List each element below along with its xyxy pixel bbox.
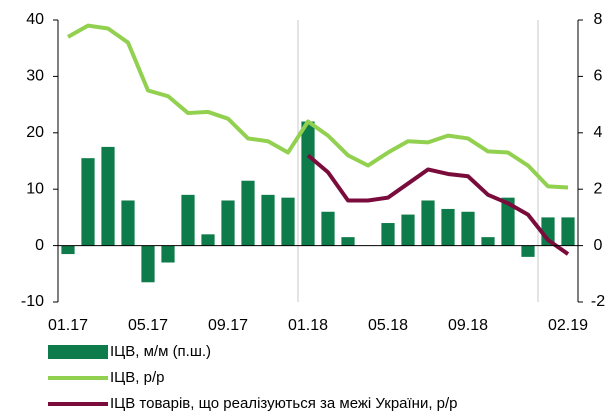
line <box>306 153 570 256</box>
bar <box>221 200 235 246</box>
bar <box>321 211 335 246</box>
bar <box>241 180 255 246</box>
y2-tick-label: 2 <box>594 180 603 197</box>
bar <box>341 237 355 246</box>
bar <box>401 214 415 246</box>
bar <box>101 146 115 246</box>
x-tick-label: 01.17 <box>48 317 88 334</box>
bar <box>121 200 135 246</box>
x-tick-label: 02.19 <box>548 317 588 334</box>
bar <box>421 200 435 246</box>
y-tick-label: 0 <box>35 237 44 254</box>
y-tick-label: 20 <box>26 124 44 141</box>
bar <box>141 245 155 283</box>
y2-tick-label: -2 <box>591 293 605 310</box>
y2-tick-label: 0 <box>594 237 603 254</box>
bar <box>481 237 495 246</box>
bar <box>381 223 395 246</box>
bar <box>181 194 195 246</box>
bar <box>521 245 535 257</box>
x-tick-label: 01.18 <box>288 317 328 334</box>
y-tick-label: -10 <box>21 293 44 310</box>
y-tick-label: 10 <box>26 180 44 197</box>
legend-swatch <box>48 345 108 359</box>
x-tick-label: 09.18 <box>448 317 488 334</box>
x-tick-label: 09.17 <box>208 317 248 334</box>
y-tick-label: 40 <box>26 11 44 28</box>
legend-label: ІЦВ, р/р <box>110 369 164 386</box>
legend-label: ІЦВ товарів, що реалізуються за межі Укр… <box>110 395 458 412</box>
y2-tick-label: 6 <box>594 68 603 85</box>
bar <box>441 208 455 246</box>
line <box>67 23 569 190</box>
y2-tick-label: 4 <box>594 124 603 141</box>
bar <box>561 217 575 246</box>
bar <box>161 245 175 263</box>
bar <box>461 211 475 246</box>
bar <box>281 197 295 246</box>
bar <box>261 194 275 246</box>
bar <box>501 197 515 246</box>
legend-label: ІЦВ, м/м (п.ш.) <box>110 343 211 360</box>
y2-tick-label: 8 <box>594 11 603 28</box>
y-tick-label: 30 <box>26 68 44 85</box>
bar <box>301 121 315 246</box>
bar <box>81 158 95 246</box>
x-tick-label: 05.17 <box>128 317 168 334</box>
x-tick-label: 05.18 <box>368 317 408 334</box>
bar <box>61 245 75 255</box>
bar <box>201 234 215 246</box>
